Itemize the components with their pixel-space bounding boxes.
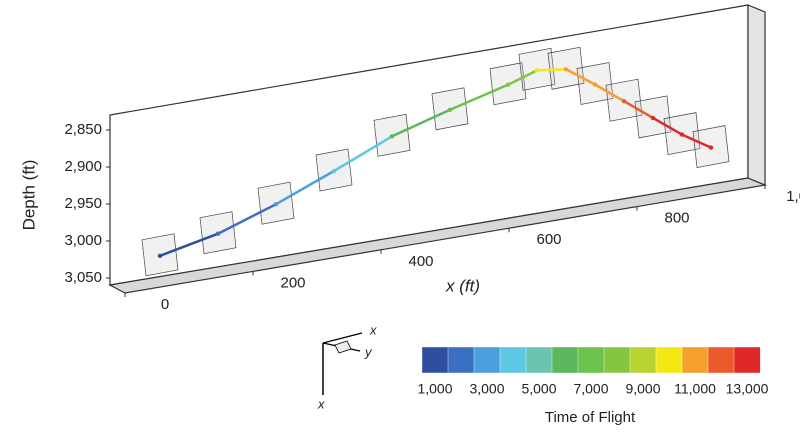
grid-cell-edge [518, 54, 524, 91]
trajectory-segment [217, 203, 277, 235]
trajectory-point [621, 99, 627, 104]
trajectory-point [447, 107, 453, 112]
triad-box [334, 340, 352, 354]
end-face [747, 4, 766, 186]
trajectory-segment [159, 232, 219, 257]
colorbar-tick-label: 13,000 [726, 381, 769, 397]
y-axis-title: Depth (ft) [19, 160, 38, 231]
colorbar-cell [603, 346, 631, 374]
trajectory-point [534, 68, 540, 73]
y-tick-label: 3,000 [64, 232, 102, 249]
trajectory-segment [449, 83, 509, 111]
grid-cell-edge [315, 154, 321, 192]
triad-axis [322, 332, 363, 344]
colorbar-cell [473, 346, 501, 374]
x-tick-label: 600 [536, 231, 561, 248]
y-tick-label: 3,050 [64, 269, 102, 286]
colorbar-tick-label: 7,000 [573, 381, 608, 397]
trajectory-segment [275, 169, 335, 206]
colorbar-tick-label: 11,000 [674, 381, 716, 397]
trajectory-point [157, 253, 163, 258]
colorbar-cell [447, 346, 475, 374]
colorbar-tick-label: 9,000 [625, 381, 660, 397]
trajectory-segment [507, 69, 538, 86]
colorbar-cell [655, 346, 683, 374]
triad-label: x [369, 322, 377, 337]
colorbar-cell [707, 346, 735, 374]
grid-cell-edge [373, 120, 379, 157]
trajectory-point [331, 168, 337, 174]
grid-cell-edge [141, 239, 147, 276]
triad-label: y [364, 344, 373, 359]
trajectory-segment [391, 108, 451, 138]
colorbar-cell [499, 346, 527, 374]
y-tick-label: 2,850 [64, 121, 102, 138]
grid-cell-edge [257, 188, 263, 225]
colorbar-cell [525, 346, 553, 374]
trajectory-point [679, 132, 685, 137]
colorbar-cell [551, 346, 579, 374]
trajectory-point [273, 202, 279, 207]
trajectory-point [215, 231, 221, 236]
trajectory-segment [536, 68, 567, 72]
trajectory-segment [594, 83, 625, 103]
triad-label: x [317, 396, 325, 411]
grid-cell-edge [692, 131, 698, 168]
trajectory-segment [333, 135, 393, 173]
triad: x y x [317, 322, 377, 411]
trajectory-segment [565, 68, 596, 86]
trajectory-point [563, 67, 569, 72]
x-tick-label: 200 [280, 274, 305, 291]
x-tick-label: 0 [161, 296, 169, 313]
trajectory-point [592, 82, 598, 87]
colorbar-cell [681, 346, 709, 374]
grid-cell-edge [547, 53, 553, 90]
grid-cell-edge [199, 217, 205, 254]
trajectory-segment [623, 100, 654, 119]
trajectory-segment [681, 133, 712, 149]
colorbar-tick-label: 5,000 [521, 381, 556, 397]
grid-cell-edge [431, 93, 437, 130]
trajectory-point [389, 134, 395, 139]
colorbar-cell [629, 346, 657, 374]
colorbar-cell [577, 346, 605, 374]
grid-cell-edge [489, 68, 495, 105]
x-axis-title: x (ft) [445, 276, 480, 295]
trajectory-segment [652, 116, 683, 136]
trajectory-point [650, 115, 656, 121]
colorbar-title: Time of Flight [545, 409, 636, 426]
x-tick-label: 800 [664, 210, 689, 227]
y-tick-label: 2,900 [64, 158, 102, 175]
y-tick-label: 2,950 [64, 195, 102, 212]
colorbar-tick-label: 3,000 [469, 381, 504, 397]
x-tick-label: 400 [408, 253, 433, 270]
trajectory-point [505, 82, 511, 87]
trajectory-point [708, 145, 714, 150]
x-tick-label: 1,000 [786, 188, 800, 205]
colorbar-cell [733, 346, 761, 374]
colorbar-cell [421, 346, 449, 374]
colorbar-tick-label: 1,000 [417, 381, 452, 397]
